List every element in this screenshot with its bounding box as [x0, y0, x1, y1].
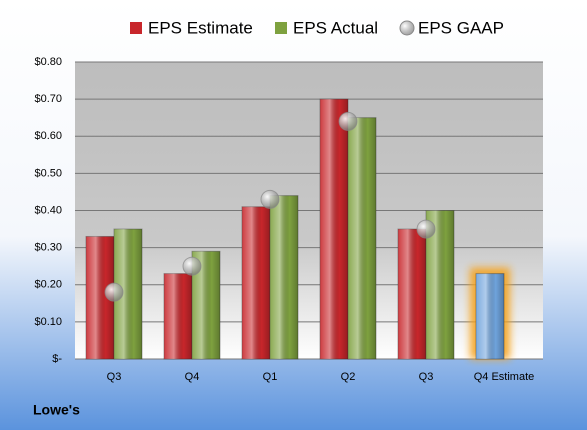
legend-marker	[130, 22, 142, 34]
legend-marker	[399, 20, 415, 36]
bar-shine	[270, 195, 298, 359]
y-tick-label: $0.40	[34, 204, 62, 216]
y-tick-label: $0.20	[34, 279, 62, 291]
bar-shine	[164, 273, 192, 359]
x-tick-label: Q2	[341, 371, 356, 383]
y-tick-label: $0.70	[34, 93, 62, 105]
point	[260, 189, 280, 209]
point	[338, 111, 358, 131]
y-tick-label: $0.30	[34, 242, 62, 254]
x-tick-label: Q4 Estimate	[474, 371, 535, 383]
y-tick-label: $0.10	[34, 316, 62, 328]
bar-shine	[320, 99, 348, 359]
y-tick-label: $0.80	[34, 56, 62, 68]
point	[182, 256, 202, 276]
bar-shine	[476, 273, 504, 359]
legend-marker	[275, 22, 287, 34]
x-tick-label: Q3	[419, 371, 434, 383]
bar-shine	[348, 117, 376, 359]
point	[104, 282, 124, 302]
y-tick-label: $0.50	[34, 167, 62, 179]
x-tick-label: Q3	[107, 371, 122, 383]
legend-label: EPS GAAP	[418, 18, 504, 37]
point	[416, 219, 436, 239]
y-tick-label: $-	[52, 353, 62, 365]
x-tick-label: Q1	[263, 371, 278, 383]
bar-shine	[398, 229, 426, 359]
legend-label: EPS Actual	[293, 18, 378, 37]
x-tick-label: Q4	[185, 371, 200, 383]
footer: Lowe's	[33, 402, 80, 418]
bar-shine	[242, 206, 270, 359]
y-tick-label: $0.60	[34, 130, 62, 142]
legend-label: EPS Estimate	[148, 18, 253, 37]
